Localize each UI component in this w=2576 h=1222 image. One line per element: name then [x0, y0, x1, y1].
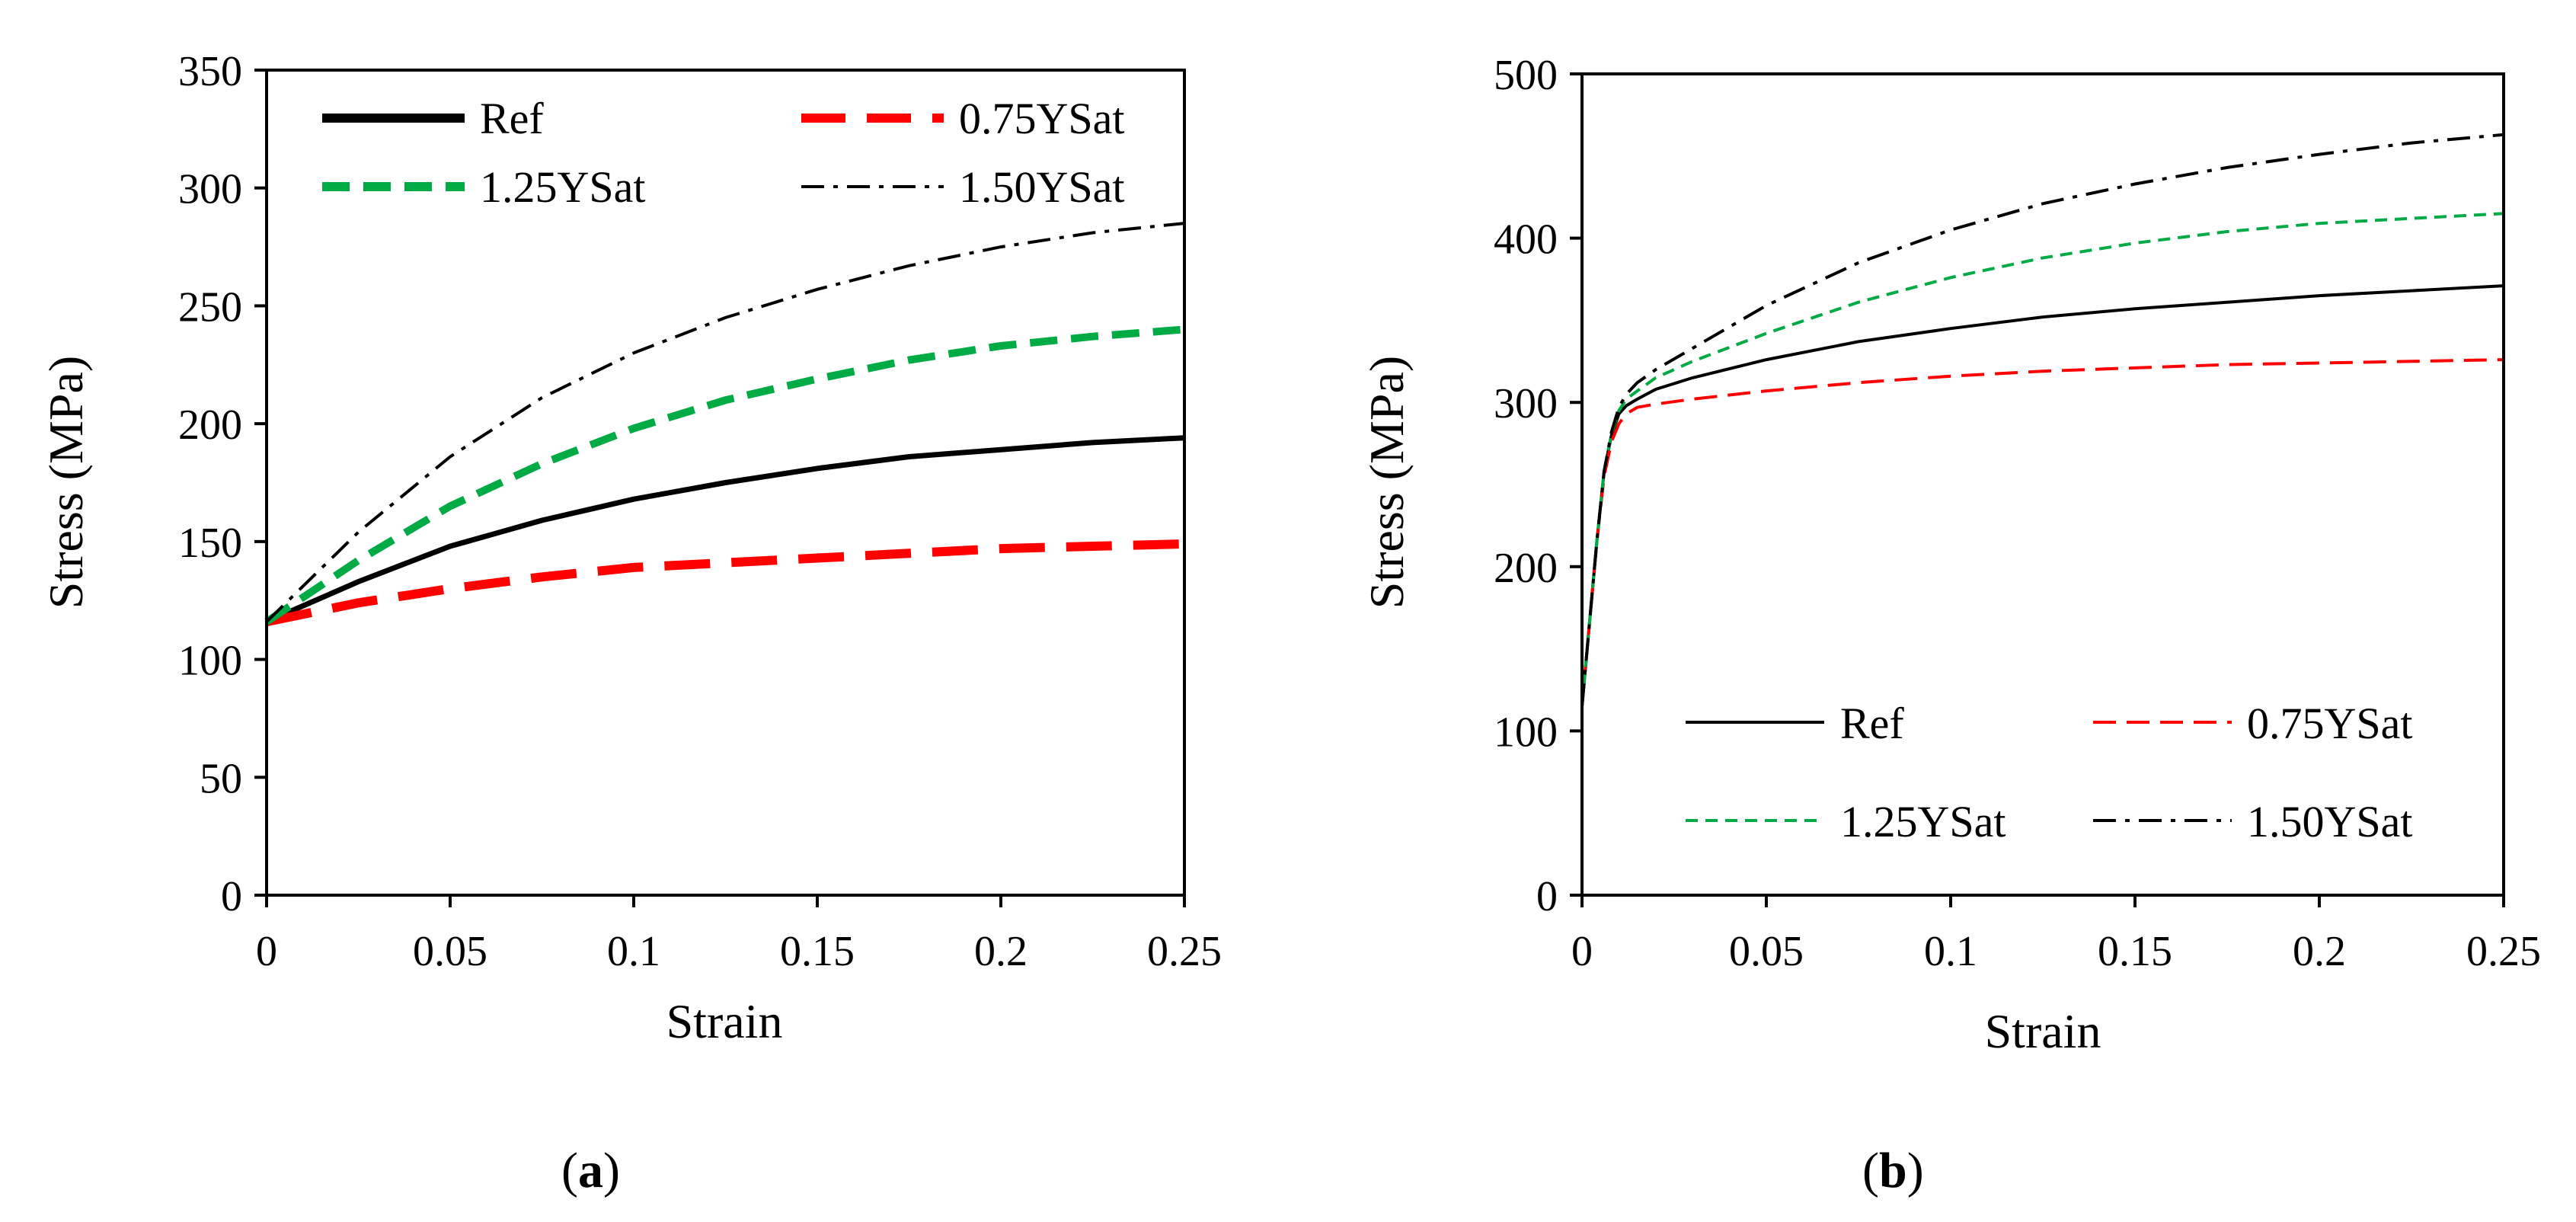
y-tick-label-a: 50 — [200, 755, 242, 802]
legend-label-a-075: 0.75YSat — [959, 94, 1125, 143]
x-tick-label-a: 0.1 — [607, 928, 660, 975]
series-line-a-0 — [265, 435, 1185, 625]
y-tick-label-a: 0 — [221, 873, 242, 920]
series-line-a-1 — [265, 539, 1185, 626]
legend-a: Ref 0.75YSat 1.25YSat 1.50YSat — [322, 94, 1125, 212]
legend-label-a-150: 1.50YSat — [959, 162, 1125, 212]
x-tick-label-b: 0 — [1571, 928, 1593, 975]
legend-b: Ref 0.75YSat 1.25YSat 1.50YSat — [1686, 699, 2413, 846]
x-tick-label-b: 0.1 — [1924, 928, 1977, 975]
caption-a: (a) — [561, 1143, 620, 1198]
y-tick-label-b: 400 — [1494, 216, 1558, 264]
x-tick-label-b: 0.2 — [2293, 928, 2346, 975]
plot-frame-a — [265, 69, 1186, 897]
y-tick-label-a: 100 — [178, 638, 242, 685]
y-tick-label-a: 200 — [178, 401, 242, 449]
y-tick-label-b: 200 — [1494, 545, 1558, 592]
y-tick-label-a: 150 — [178, 520, 242, 567]
y-tick-label-a: 300 — [178, 166, 242, 213]
x-axis-label-b: Strain — [1985, 1004, 2101, 1058]
x-tick-label-b: 0.25 — [2466, 928, 2541, 975]
legend-label-a-125: 1.25YSat — [480, 162, 646, 212]
plot-frame-b — [1580, 72, 2505, 897]
legend-label-a-ref: Ref — [480, 94, 544, 143]
x-tick-label-a: 0.25 — [1147, 928, 1222, 975]
y-tick-label-b: 100 — [1494, 709, 1558, 756]
x-tick-label-a: 0 — [256, 928, 277, 975]
panel-b: 0 100 200 300 400 500 0 0.05 0.1 0.15 0.2 0.25 Str… — [1360, 52, 2541, 1198]
series-line-b-2 — [1580, 212, 2504, 707]
y-tick-label-b: 500 — [1494, 52, 1558, 99]
x-tick-label-a: 0.15 — [780, 928, 855, 975]
y-tick-label-b: 0 — [1536, 873, 1558, 920]
series-line-a-2 — [264, 325, 1185, 625]
x-tick-label-a: 0.05 — [413, 928, 487, 975]
legend-label-b-ref: Ref — [1840, 699, 1904, 748]
legend-label-b-150: 1.50YSat — [2247, 797, 2413, 846]
x-tick-label-b: 0.05 — [1729, 928, 1804, 975]
legend-label-b-075: 0.75YSat — [2247, 699, 2413, 748]
y-tick-label-b: 300 — [1494, 380, 1558, 427]
series-line-b-3 — [1580, 133, 2504, 707]
series-line-b-1 — [1580, 358, 2504, 707]
series-line-a-3 — [265, 222, 1185, 623]
caption-b: (b) — [1862, 1143, 1924, 1198]
x-tick-label-a: 0.2 — [974, 928, 1028, 975]
y-axis-label-b: Stress (MPa) — [1360, 356, 1414, 609]
x-axis-label-a: Strain — [666, 994, 783, 1048]
legend-label-b-125: 1.25YSat — [1840, 797, 2006, 846]
y-tick-label-a: 250 — [178, 283, 242, 331]
y-tick-label-a: 350 — [178, 48, 242, 95]
x-tick-label-b: 0.15 — [2098, 928, 2172, 975]
y-axis-label-a: Stress (MPa) — [39, 356, 93, 609]
series-line-b-0 — [1580, 284, 2504, 707]
panel-a: 0 50 100 150 200 250 300 350 0 0.05 0.1 0.15 0.2 0.2… — [39, 48, 1222, 1198]
